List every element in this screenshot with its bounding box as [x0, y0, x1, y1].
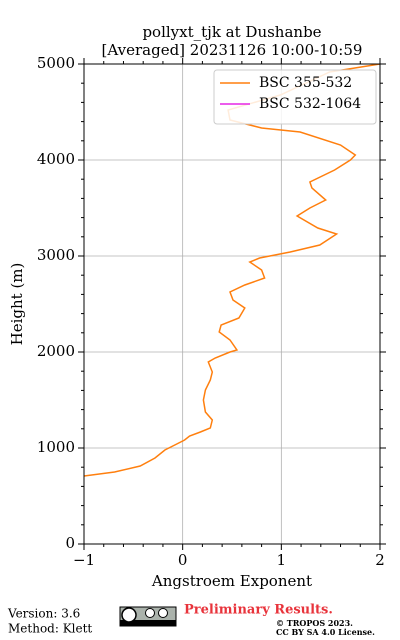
legend-label: BSC 355-532	[259, 75, 352, 91]
plot-frame	[83, 63, 381, 545]
chart-subtitle: [Averaged] 20231126 10:00-10:59	[102, 41, 363, 59]
x-tick-label: −1	[73, 551, 95, 569]
series-line	[84, 64, 380, 477]
x-axis-label: Angstroem Exponent	[151, 572, 312, 590]
y-axis-label: Height (m)	[8, 263, 26, 346]
y-tick-label: 5000	[37, 54, 75, 72]
y-tick-label: 1000	[37, 438, 75, 456]
y-tick-label: 2000	[37, 342, 75, 360]
legend-label: BSC 532-1064	[259, 96, 361, 112]
x-tick-label: 2	[375, 551, 385, 569]
preliminary-text: Preliminary Results.	[184, 603, 333, 618]
x-tick-label: 1	[277, 551, 287, 569]
version: Version: 3.6	[7, 607, 80, 621]
cc-logo	[119, 606, 177, 627]
license: CC BY SA 4.0 License.	[276, 627, 375, 637]
y-tick-label: 4000	[37, 150, 75, 168]
chart-title: pollyxt_tjk at Dushanbe	[142, 23, 321, 41]
y-tick-label: 3000	[37, 246, 75, 264]
copyright: © TROPOS 2023.	[276, 618, 353, 628]
plot-area	[84, 64, 380, 477]
x-tick-label: 0	[178, 551, 188, 569]
y-tick-label: 0	[65, 534, 75, 552]
method: Method: Klett	[8, 622, 92, 636]
legend-box	[213, 69, 377, 125]
